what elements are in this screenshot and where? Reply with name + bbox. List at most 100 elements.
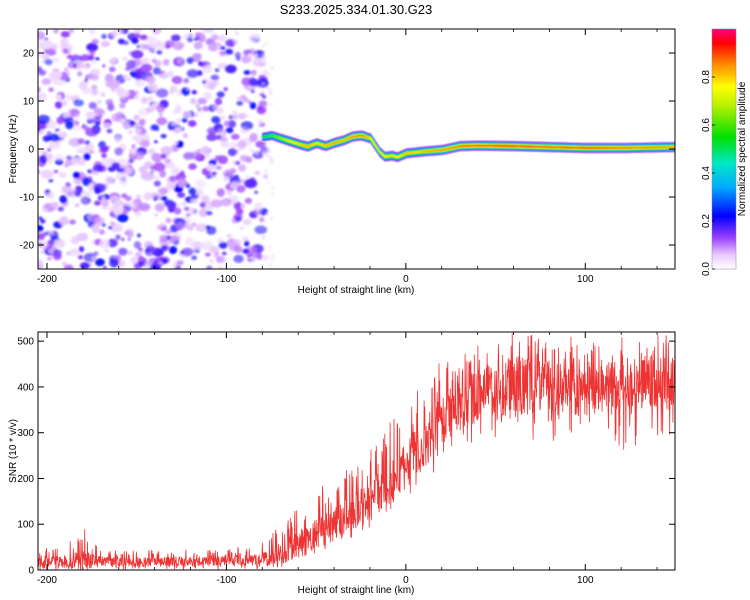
noise-blob	[266, 254, 270, 258]
ridge-segment	[322, 144, 324, 146]
noise-blob	[176, 221, 186, 230]
noise-blob	[211, 34, 219, 41]
colorbar-tick-label: 0.8	[701, 70, 712, 84]
noise-blob	[220, 141, 230, 148]
ridge-segment	[661, 146, 663, 148]
noise-blob	[125, 228, 134, 237]
noise-blob	[168, 246, 178, 255]
noise-blob	[216, 128, 227, 138]
noise-blob	[221, 251, 227, 256]
ridge-segment	[269, 135, 271, 137]
noise-blob	[85, 143, 95, 152]
noise-blob	[241, 95, 246, 99]
noise-blob	[196, 148, 202, 153]
noise-blob	[69, 248, 80, 257]
ridge-segment	[498, 145, 500, 147]
ridge-segment	[616, 147, 619, 149]
ridge-segment	[497, 145, 499, 147]
noise-blob	[151, 58, 157, 63]
noise-blob	[249, 102, 257, 110]
noise-blob	[84, 78, 88, 83]
noise-blob	[145, 106, 155, 113]
noise-blob	[180, 250, 184, 254]
ridge-segment	[439, 149, 441, 151]
ridge-segment	[488, 145, 490, 147]
ridge-segment	[372, 141, 375, 144]
ridge-segment	[631, 147, 634, 149]
noise-blob	[56, 116, 64, 125]
ridge-segment	[268, 135, 271, 137]
noise-blob	[52, 57, 59, 62]
noise-blob	[266, 147, 270, 150]
noise-blob	[106, 128, 113, 134]
ridge-segment	[594, 147, 596, 149]
ridge-segment	[355, 135, 358, 137]
ridge-segment	[425, 150, 428, 152]
ridge-segment	[364, 136, 367, 138]
noise-blob	[92, 164, 104, 172]
ridge-segment	[509, 145, 511, 147]
noise-blob	[266, 212, 269, 216]
noise-blob	[227, 120, 237, 128]
ridge-segment	[428, 150, 430, 152]
noise-blob	[90, 74, 99, 81]
ridge-segment	[326, 144, 329, 147]
noise-blob	[217, 238, 224, 244]
noise-blob	[107, 238, 118, 248]
ridge-segment	[587, 147, 589, 149]
noise-blob	[215, 256, 223, 262]
ridge-segment	[487, 145, 489, 147]
ridge-segment	[636, 147, 638, 149]
noise-blob	[89, 49, 95, 56]
noise-blob	[259, 92, 265, 97]
noise-blob	[138, 118, 146, 127]
noise-blob	[194, 32, 200, 37]
noise-blob	[39, 149, 45, 155]
ridge-segment	[604, 147, 606, 149]
ridge-segment	[281, 138, 283, 140]
noise-blob	[39, 218, 46, 224]
ridge-segment	[650, 146, 653, 149]
ridge-segment	[485, 145, 488, 147]
ridge-segment	[319, 143, 322, 146]
noise-blob	[217, 36, 225, 42]
noise-blob	[77, 138, 85, 145]
noise-blob	[87, 169, 92, 174]
spectrogram-x-tick-label: 0	[403, 274, 409, 285]
noise-blob	[262, 89, 265, 93]
ridge-segment	[466, 145, 468, 147]
noise-blob	[65, 160, 73, 167]
noise-blob	[111, 204, 124, 214]
noise-blob	[223, 120, 231, 127]
noise-blob	[91, 240, 96, 244]
noise-blob	[59, 195, 68, 204]
noise-blob	[165, 229, 172, 235]
noise-blob	[169, 85, 178, 93]
noise-blob	[205, 252, 211, 257]
ridge-segment	[612, 147, 614, 149]
noise-blob	[262, 69, 269, 75]
noise-blob	[90, 89, 99, 96]
ridge-segment	[313, 143, 315, 145]
ridge-segment	[511, 145, 514, 147]
noise-blob	[125, 59, 136, 69]
ridge-segment	[441, 149, 444, 151]
ridge-segment	[306, 145, 308, 148]
noise-blob	[58, 131, 68, 139]
noise-blob	[219, 53, 224, 58]
ridge-segment	[597, 147, 600, 149]
noise-blob	[58, 172, 67, 178]
ridge-segment	[494, 145, 497, 147]
noise-blob	[145, 75, 156, 84]
noise-blob	[91, 84, 98, 91]
ridge-segment	[548, 146, 550, 148]
ridge-segment	[354, 135, 357, 137]
noise-blob	[134, 95, 140, 100]
noise-blob	[48, 141, 61, 150]
noise-blob	[236, 100, 244, 106]
ridge-segment	[263, 136, 265, 138]
noise-blob	[229, 251, 233, 256]
ridge-segment	[648, 146, 650, 149]
noise-blob	[38, 224, 44, 233]
